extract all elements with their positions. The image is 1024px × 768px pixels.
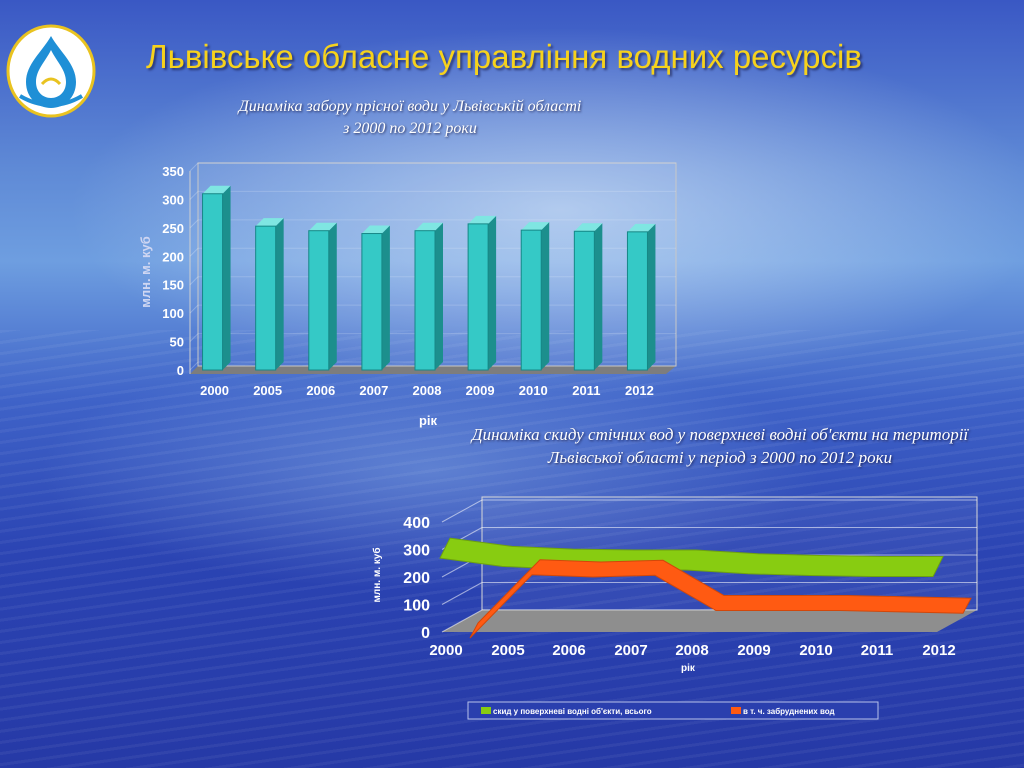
- chart1-x-tick-label: 2008: [413, 383, 442, 398]
- bar-top: [202, 185, 231, 194]
- bar-top: [415, 222, 443, 231]
- chart2-y-tick-label: 0: [421, 625, 430, 642]
- water-drop-logo-icon: [6, 24, 96, 118]
- chart2-y-tick-label: 300: [403, 543, 430, 560]
- legend-label-total: скид у поверхневі водні об'єкти, всього: [493, 707, 652, 716]
- chart2-x-tick-label: 2008: [675, 642, 708, 659]
- chart2-y-axis-label: млн. м. куб: [371, 547, 383, 602]
- chart2-gridline-side: [441, 499, 483, 523]
- chart1-gridline-side: [189, 191, 199, 200]
- bar-top: [521, 222, 550, 231]
- chart1-gridline-side: [189, 304, 199, 314]
- chart1-y-tick-label: 300: [162, 192, 184, 207]
- chart1-title-line2: з 2000 по 2012 роки: [343, 120, 477, 137]
- bar-side: [541, 222, 550, 370]
- chart1-y-tick-label: 150: [162, 278, 184, 293]
- series-polluted-ribbon: [469, 559, 972, 639]
- chart2-legend: скид у поверхневі водні об'єкти, всього …: [467, 701, 879, 720]
- chart1-y-tick-label: 250: [162, 221, 184, 236]
- chart1-gridline-side: [189, 247, 199, 257]
- legend-label-polluted: в т. ч. забруднених вод: [743, 707, 835, 716]
- bar-side: [381, 225, 390, 370]
- chart1-gridline-side: [189, 219, 199, 229]
- chart2-x-tick-label: 2011: [861, 642, 894, 659]
- chart2-x-tick-label: 2012: [922, 642, 955, 659]
- bar-top: [574, 223, 603, 232]
- chart1-x-tick-label: 2005: [253, 383, 282, 398]
- bar-top: [361, 225, 390, 234]
- chart2-y-tick-label: 400: [403, 515, 430, 532]
- chart2-x-axis-label: рік: [681, 663, 696, 674]
- chart1-y-tick-label: 200: [162, 249, 184, 264]
- bar: [255, 225, 277, 371]
- chart2-y-tick-label: 200: [403, 570, 430, 587]
- chart2-x-tick-label: 2005: [491, 642, 524, 659]
- bar-top: [627, 223, 656, 232]
- chart2-x-tick-label: 2007: [614, 642, 647, 659]
- chart2-caption: Динаміка скиду стічних вод у поверхневі …: [460, 423, 980, 469]
- chart2-title-line2: Львівської області у період з 2000 по 20…: [547, 448, 893, 467]
- bar: [202, 193, 224, 371]
- chart1-gridline-side: [189, 333, 199, 342]
- chart1-y-tick-label: 100: [162, 306, 184, 321]
- chart1-x-tick-label: 2012: [625, 383, 654, 398]
- bar: [520, 229, 542, 371]
- chart1-gridline-side: [189, 162, 199, 172]
- bar-top: [468, 215, 497, 224]
- bar: [626, 231, 648, 371]
- bar: [361, 233, 383, 371]
- chart1-y-tick-label: 0: [177, 363, 184, 378]
- chart1-x-tick-label: 2006: [306, 383, 335, 398]
- chart1-x-tick-label: 2009: [466, 383, 495, 398]
- chart1-caption: Динаміка забору прісної води у Львівські…: [200, 96, 620, 140]
- bar-top: [308, 222, 337, 231]
- legend-swatch-total: [481, 707, 491, 714]
- bar: [467, 223, 489, 371]
- bar-side: [222, 185, 231, 370]
- bar-side: [647, 223, 656, 370]
- chart1-y-axis-label: млн. м. куб: [138, 236, 153, 308]
- chart1-x-tick-label: 2007: [359, 383, 388, 398]
- chart1-y-tick-label: 350: [162, 164, 184, 179]
- chart2-gridline-side: [441, 582, 483, 605]
- chart1-x-axis-label: рік: [419, 413, 438, 428]
- bar: [308, 230, 330, 371]
- bar-side: [488, 215, 497, 370]
- chart2-gridline-side: [441, 609, 483, 633]
- bar-side: [594, 223, 603, 370]
- bar-side: [435, 222, 443, 370]
- chart2-x-tick-label: 2000: [429, 642, 462, 659]
- legend-swatch-polluted: [731, 707, 741, 714]
- slide-title: Львівське обласне управління водних ресу…: [146, 38, 862, 75]
- chart2-x-tick-label: 2009: [737, 642, 770, 659]
- chart2-x-tick-label: 2006: [552, 642, 585, 659]
- bar-side: [275, 218, 284, 370]
- chart1-x-tick-label: 2011: [572, 383, 600, 398]
- chart1-title-line1: Динаміка забору прісної води у Львівські…: [238, 98, 582, 115]
- bar-side: [328, 222, 337, 370]
- chart1-gridline-side: [189, 361, 199, 371]
- chart1-x-tick-label: 2010: [519, 383, 548, 398]
- chart1-y-tick-label: 50: [170, 335, 184, 350]
- bar: [573, 230, 595, 371]
- chart2-title-line1: Динаміка скиду стічних вод у поверхневі …: [471, 425, 969, 444]
- bar-top: [255, 218, 284, 227]
- bar: [414, 230, 436, 371]
- chart1-x-tick-label: 2000: [200, 383, 229, 398]
- chart2-x-tick-label: 2010: [799, 642, 832, 659]
- chart1-gridline-side: [189, 276, 199, 286]
- chart2-y-tick-label: 100: [403, 598, 430, 615]
